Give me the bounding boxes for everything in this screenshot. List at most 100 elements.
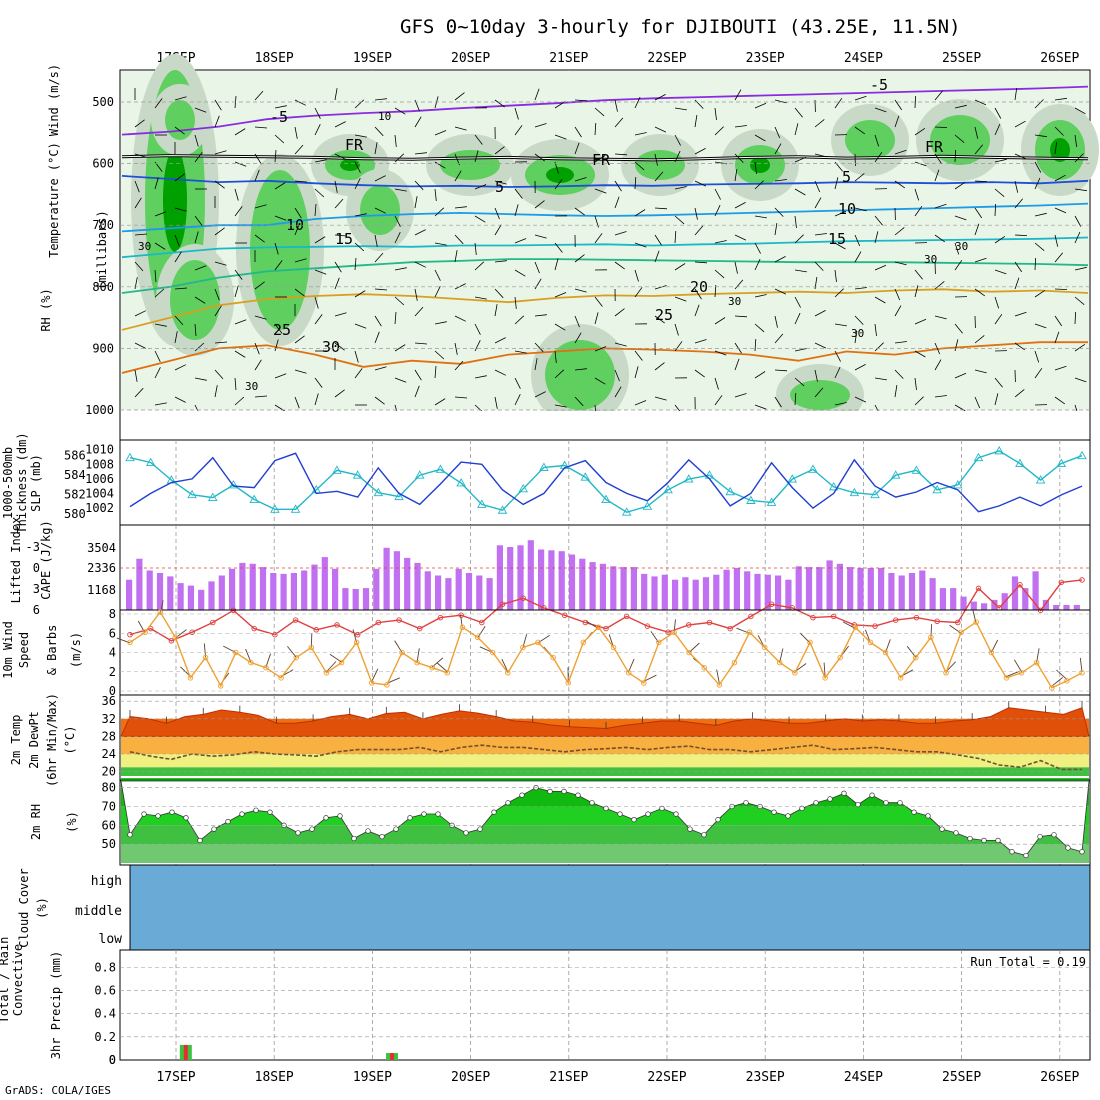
series-point <box>892 617 899 623</box>
series-point <box>323 670 330 676</box>
series-point <box>656 639 662 646</box>
wind-barb <box>394 232 401 244</box>
wind-barb <box>594 377 606 385</box>
rh-point <box>225 818 231 825</box>
wind-barb <box>154 350 161 362</box>
wind-barb <box>799 632 811 644</box>
rh-point <box>1009 849 1015 855</box>
wind-barb <box>694 288 702 300</box>
wind-barb <box>1074 107 1086 115</box>
series-point <box>777 659 783 666</box>
wind-barb <box>1054 365 1067 371</box>
wind-barb <box>854 126 866 135</box>
wind-barb <box>154 211 167 217</box>
wind-barb <box>174 315 184 326</box>
wind-barb <box>434 365 437 379</box>
wind-barb <box>994 107 1002 119</box>
cape-bar <box>476 575 483 610</box>
series-point <box>890 470 901 479</box>
y-tick-label: 0.4 <box>94 1007 116 1021</box>
rh-contour <box>750 157 770 173</box>
rh-contour <box>165 100 195 140</box>
wind-barb <box>1074 188 1087 192</box>
wind-barb <box>1014 153 1027 160</box>
wind-barb <box>194 296 206 304</box>
series-point <box>792 670 798 676</box>
wind-barb <box>534 342 544 353</box>
wind-barb <box>194 107 207 113</box>
series-point <box>293 654 299 661</box>
wind-barb <box>754 338 757 352</box>
wind-barb <box>334 389 345 398</box>
series-point <box>706 619 713 626</box>
wind-barb <box>154 269 157 283</box>
y-tick-label: 1002 <box>85 501 114 515</box>
cape-bar <box>1053 605 1060 610</box>
cape-bar <box>744 571 751 610</box>
wind-barb <box>854 315 864 325</box>
wind-barb <box>354 257 357 271</box>
cape-bar <box>610 566 617 610</box>
wind-barb <box>414 342 428 345</box>
series-point <box>807 639 813 646</box>
series-line <box>129 579 1083 642</box>
wind-barb <box>814 369 818 382</box>
wind-barb <box>794 312 801 325</box>
series-point <box>913 654 919 661</box>
wind-barb <box>754 161 757 174</box>
cape-bar <box>991 599 998 610</box>
rh-point <box>197 837 203 844</box>
panel-label-line: (m/s) <box>69 632 83 668</box>
cape-bar <box>816 567 823 610</box>
wind-barb <box>894 261 907 266</box>
date-label-bottom: 24SEP <box>844 1070 883 1085</box>
wind-barb <box>474 134 483 145</box>
wind-barb <box>371 668 379 682</box>
wind-barb <box>874 264 887 271</box>
wind-barb <box>1014 88 1018 101</box>
y-tick-label: 500 <box>92 95 114 109</box>
wind-barb <box>334 277 340 290</box>
wind-barb <box>454 396 468 399</box>
wind-barb <box>254 153 262 165</box>
panel-label-line: 3hr Precip (mm) <box>49 951 63 1059</box>
wind-barb <box>454 126 467 131</box>
rh-point <box>127 832 133 838</box>
wind-barb <box>894 369 904 379</box>
wind-barb <box>874 231 879 244</box>
cape-bar <box>332 568 339 610</box>
y-tick-label: 4 <box>109 646 116 660</box>
rh-point <box>561 788 567 795</box>
wind-barb <box>214 305 222 317</box>
series-point <box>437 614 444 621</box>
series-point <box>766 497 777 506</box>
wind-barb <box>554 258 559 271</box>
wind-barb <box>354 99 365 109</box>
wind-barb <box>314 203 317 217</box>
wind-barb <box>674 150 681 163</box>
wind-barb <box>674 323 679 336</box>
cloud-background <box>130 865 1090 950</box>
wind-barb <box>434 350 445 360</box>
series-point <box>479 619 485 626</box>
series-point <box>187 489 197 499</box>
wind-barb <box>874 323 877 336</box>
wind-barb <box>174 396 186 403</box>
wind-barb <box>194 342 205 352</box>
wind-barb <box>314 236 326 244</box>
wind-barb <box>634 242 647 248</box>
date-label-bottom: 17SEP <box>156 1070 195 1085</box>
series-point <box>399 649 405 656</box>
wind-barb <box>334 121 346 128</box>
wind-barb <box>154 242 166 250</box>
series-point <box>725 486 735 496</box>
wind-barb <box>454 315 466 322</box>
y-tick-label: 0.2 <box>94 1030 116 1044</box>
series-point <box>727 625 733 632</box>
series-point <box>610 644 617 651</box>
rh-point <box>897 800 903 806</box>
wind-barb <box>474 323 481 335</box>
wind-barb <box>334 88 338 101</box>
series-point <box>168 638 175 644</box>
wind-barb <box>414 385 420 398</box>
